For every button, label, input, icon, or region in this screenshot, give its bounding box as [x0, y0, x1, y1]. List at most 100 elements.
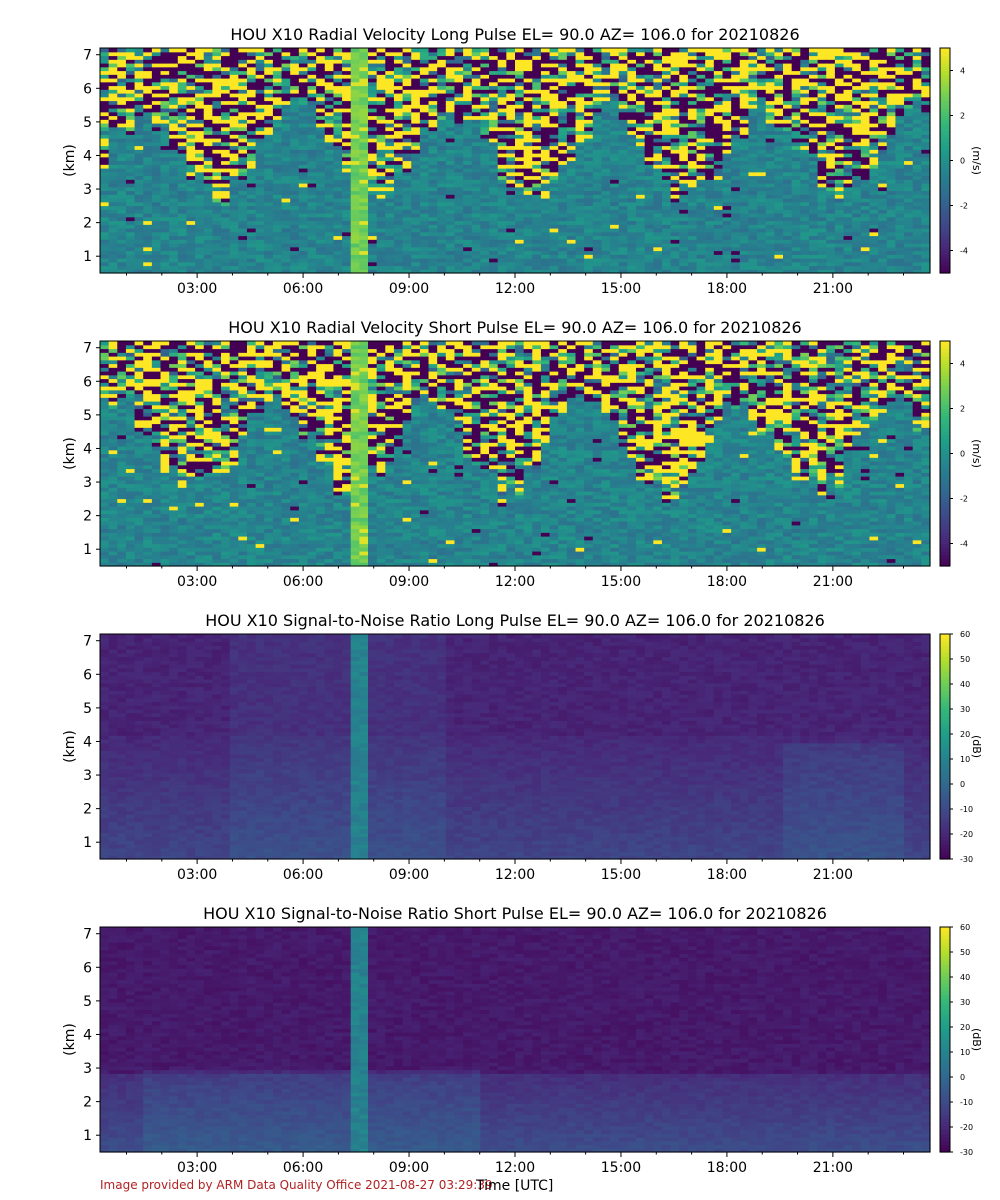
- heatmap-cell: [100, 258, 110, 263]
- heatmap-cell: [566, 239, 577, 244]
- heatmap-cell: [419, 134, 430, 139]
- heatmap-cell: [584, 48, 594, 53]
- heatmap-cell: [765, 168, 775, 173]
- heatmap-cell: [264, 81, 274, 87]
- heatmap-cell: [705, 51, 715, 57]
- heatmap-cell: [385, 141, 395, 147]
- heatmap-cell: [679, 205, 689, 210]
- heatmap-cell: [661, 81, 672, 87]
- heatmap-cell: [108, 220, 118, 225]
- heatmap-cell: [791, 231, 801, 237]
- heatmap-cell: [489, 205, 499, 210]
- heatmap-cell: [644, 220, 654, 225]
- heatmap-cell: [575, 186, 585, 192]
- heatmap-cell: [454, 115, 464, 120]
- heatmap-cell: [653, 126, 663, 132]
- heatmap-cell: [757, 59, 767, 64]
- heatmap-cell: [584, 183, 594, 188]
- heatmap-cell: [376, 70, 386, 75]
- heatmap-cell: [402, 153, 412, 158]
- heatmap-cell: [471, 55, 482, 60]
- heatmap-cell: [463, 100, 473, 105]
- heatmap-cell: [722, 156, 732, 162]
- heatmap-cell: [169, 134, 179, 139]
- heatmap-cell: [333, 160, 343, 165]
- heatmap-cell: [350, 141, 360, 147]
- heatmap-cell: [480, 138, 490, 143]
- heatmap-cell: [808, 149, 819, 154]
- heatmap-cell: [558, 261, 568, 267]
- heatmap-cell: [713, 175, 724, 180]
- heatmap-cell: [592, 63, 603, 68]
- heatmap-cell: [376, 186, 386, 192]
- heatmap-cell: [445, 261, 456, 267]
- heatmap-cell: [497, 269, 507, 274]
- heatmap-cell: [791, 93, 801, 98]
- heatmap-cell: [497, 96, 507, 102]
- heatmap-cell: [393, 220, 404, 225]
- heatmap-cell: [800, 100, 810, 105]
- heatmap-cell: [298, 51, 309, 57]
- heatmap-cell: [454, 63, 464, 68]
- heatmap-cell: [108, 74, 118, 79]
- heatmap-cell: [221, 168, 231, 173]
- heatmap-cell: [385, 111, 395, 117]
- heatmap-cell: [169, 186, 179, 192]
- heatmap-cell: [350, 239, 360, 244]
- heatmap-cells: [100, 48, 931, 274]
- heatmap-cell: [566, 59, 577, 64]
- heatmap-cell: [246, 186, 257, 192]
- heatmap-cell: [731, 194, 741, 199]
- heatmap-cell: [342, 104, 352, 109]
- heatmap-cell: [177, 205, 188, 210]
- heatmap-cell: [705, 104, 715, 109]
- heatmap-cell: [100, 55, 110, 60]
- heatmap-cell: [350, 108, 360, 113]
- heatmap-cell: [151, 183, 162, 188]
- heatmap-cell: [281, 198, 291, 203]
- heatmap-cell: [480, 164, 490, 169]
- heatmap-cell: [480, 153, 490, 158]
- heatmap-cell: [316, 239, 326, 244]
- heatmap-cell: [186, 126, 196, 132]
- heatmap-cell: [463, 48, 473, 53]
- heatmap-cell: [108, 171, 118, 177]
- heatmap-cell: [549, 235, 559, 240]
- heatmap-cell: [160, 141, 170, 147]
- heatmap-cell: [592, 190, 603, 195]
- heatmap-cell: [342, 171, 352, 177]
- heatmap-cell: [618, 74, 628, 79]
- heatmap-cell: [523, 74, 533, 79]
- heatmap-cell: [566, 183, 577, 188]
- heatmap-cell: [679, 74, 689, 79]
- heatmap-cell: [765, 138, 775, 143]
- heatmap-cell: [584, 85, 594, 90]
- heatmap-cell: [627, 100, 637, 105]
- heatmap-cell: [575, 269, 585, 274]
- heatmap-cell: [618, 108, 628, 113]
- heatmap-cell: [489, 216, 499, 222]
- heatmap-cell: [134, 168, 144, 173]
- heatmap-cell: [342, 231, 352, 237]
- heatmap-cell: [151, 115, 162, 120]
- heatmap-cell: [411, 179, 421, 184]
- heatmap-cell: [783, 104, 793, 109]
- heatmap-cell: [255, 183, 265, 188]
- heatmap-cell: [281, 171, 291, 177]
- heatmap-cell: [765, 250, 775, 255]
- heatmap-cell: [661, 209, 672, 214]
- heatmap-cell: [644, 190, 654, 195]
- heatmap-cell: [558, 89, 568, 94]
- heatmap-cell: [419, 115, 430, 120]
- heatmap-cell: [307, 258, 317, 263]
- heatmap-cell: [757, 70, 767, 75]
- heatmap-cell: [255, 70, 265, 75]
- heatmap-cell: [566, 85, 577, 90]
- heatmap-cell: [454, 179, 464, 184]
- heatmap-cell: [160, 51, 170, 57]
- heatmap-cell: [696, 59, 706, 64]
- heatmap-cell: [463, 55, 473, 60]
- heatmap-cell: [100, 239, 110, 244]
- heatmap-cell: [445, 145, 456, 150]
- heatmap-cell: [385, 93, 395, 98]
